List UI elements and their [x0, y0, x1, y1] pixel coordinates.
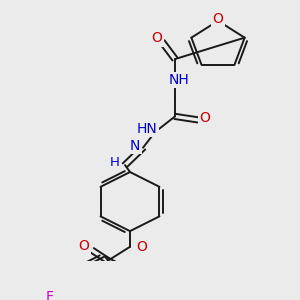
Text: O: O: [213, 12, 224, 26]
Text: O: O: [79, 239, 89, 253]
Text: HN: HN: [136, 122, 158, 136]
Text: N: N: [130, 139, 140, 153]
Text: NH: NH: [169, 73, 189, 87]
Text: F: F: [45, 290, 53, 300]
Text: O: O: [152, 31, 162, 45]
Text: H: H: [110, 156, 120, 169]
Text: O: O: [136, 240, 147, 254]
Text: O: O: [200, 111, 210, 125]
